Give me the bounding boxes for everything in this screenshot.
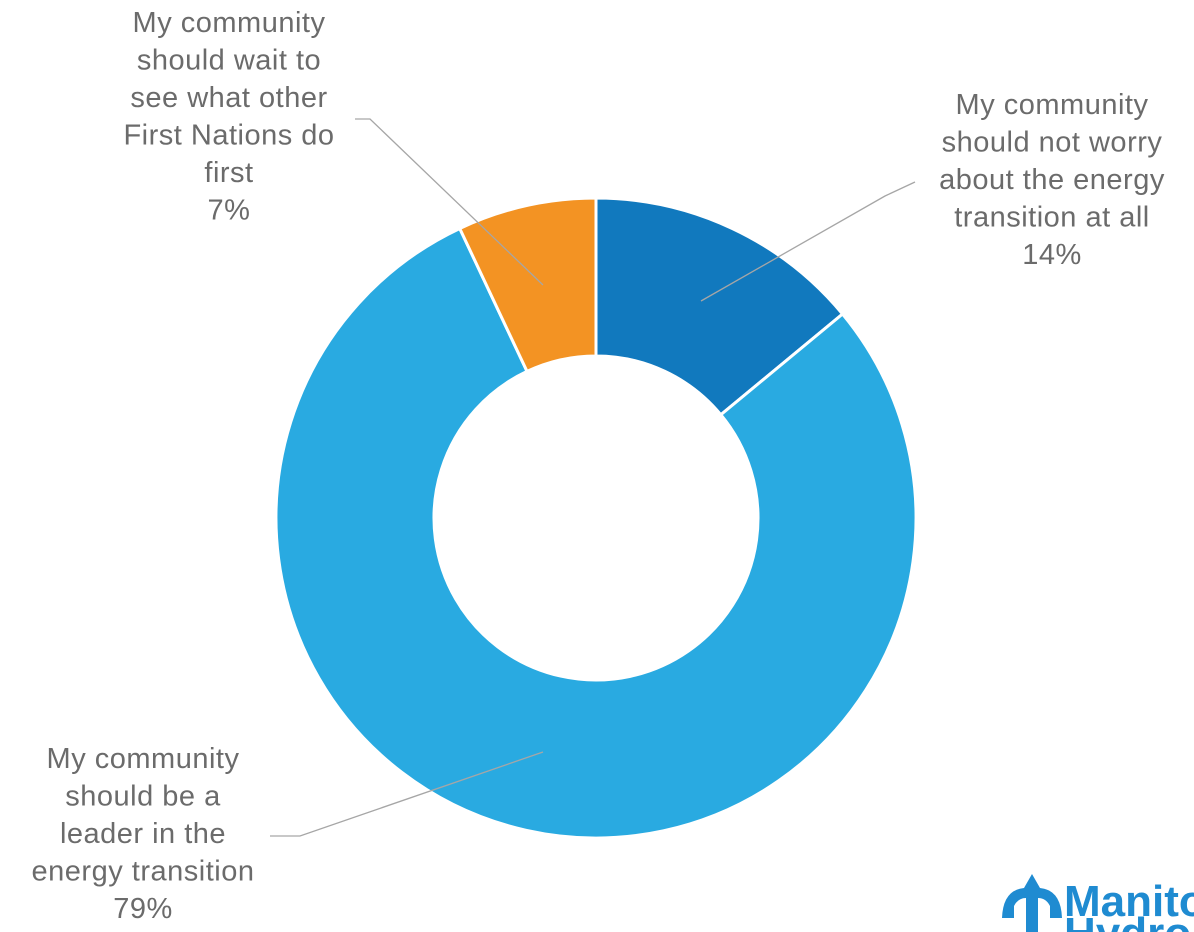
data-label-line: leader in the — [60, 818, 226, 850]
data-label-line: should not worry — [942, 127, 1163, 159]
data-label-line: should be a — [65, 781, 221, 813]
data-label-line: should wait to — [137, 45, 321, 77]
data-label-line: first — [204, 157, 253, 189]
data-label-line: transition at all — [954, 202, 1150, 234]
data-label-line: My community — [956, 89, 1149, 121]
leader-line — [355, 118, 544, 286]
data-label: My community should wait to see what other… — [123, 7, 334, 227]
donut-slice — [457, 196, 598, 374]
data-label-line: about the energy — [939, 164, 1165, 196]
data-label-line: energy transition — [32, 856, 255, 888]
data-label: My community should be a leader in the ener… — [32, 743, 255, 925]
donut-slice — [274, 226, 918, 840]
data-label-line: see what other — [130, 82, 327, 114]
label-group: My community should not worry about the en… — [32, 7, 1165, 925]
leader-line — [270, 751, 544, 837]
data-label-line: First Nations do — [123, 120, 334, 152]
leader-line — [700, 181, 916, 302]
data-label-line: My community — [133, 7, 326, 39]
logo-text-top: Manito — [1064, 877, 1194, 926]
data-label-value: 79% — [113, 893, 173, 925]
leader-line-group — [270, 118, 916, 837]
manitoba-hydro-logo: Manito Hydro — [1002, 874, 1194, 932]
data-label-value: 7% — [208, 195, 251, 227]
slice-group — [274, 196, 918, 840]
tower-icon — [1002, 874, 1062, 932]
data-label: My community should not worry about the en… — [939, 89, 1165, 271]
donut-slice — [594, 196, 845, 417]
data-label-line: My community — [47, 743, 240, 775]
data-label-value: 14% — [1022, 239, 1082, 271]
logo-text-bottom: Hydro — [1064, 909, 1191, 932]
